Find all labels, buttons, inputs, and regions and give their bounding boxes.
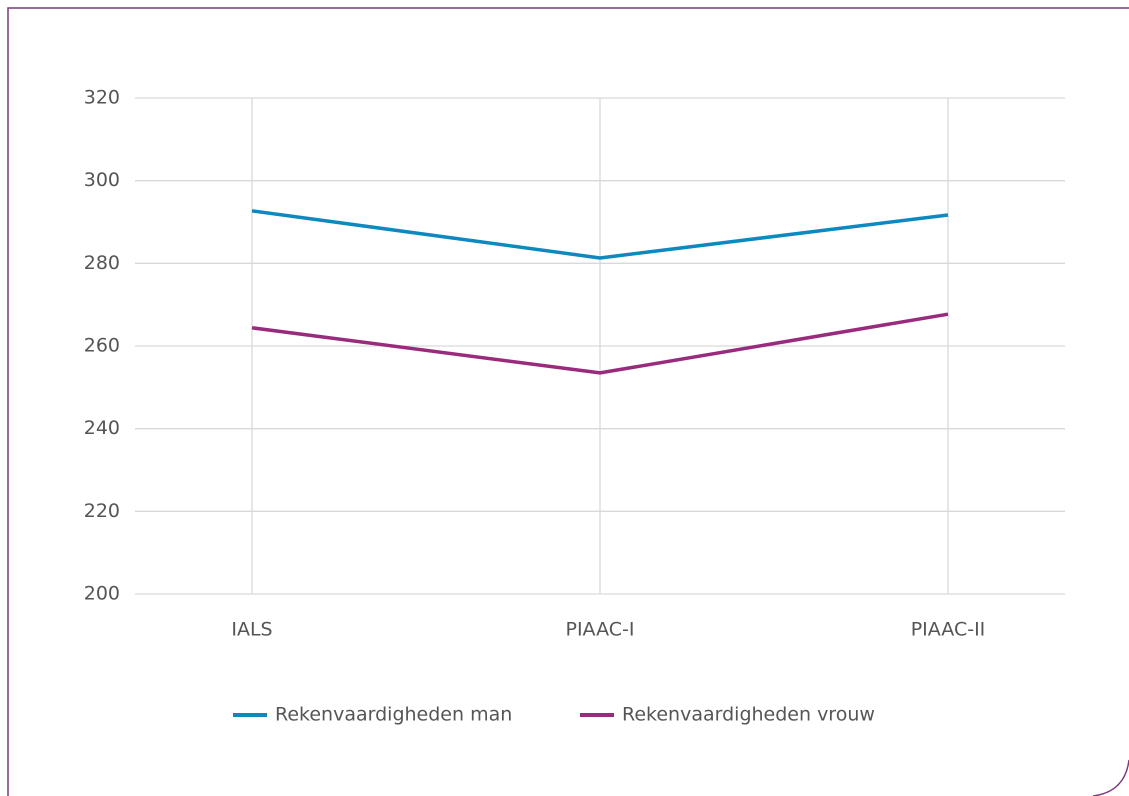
x-tick-label: IALS (231, 619, 272, 641)
y-tick-label: 300 (84, 169, 120, 191)
y-tick-label: 220 (84, 500, 120, 522)
x-tick-label: PIAAC-I (566, 619, 635, 641)
legend-label: Rekenvaardigheden man (275, 704, 512, 726)
legend-label: Rekenvaardigheden vrouw (622, 704, 875, 726)
series-line (251, 209, 949, 260)
y-tick-label: 260 (84, 335, 120, 357)
y-tick-label: 240 (84, 417, 120, 439)
y-tick-label: 320 (84, 87, 120, 109)
series-line (251, 312, 949, 375)
y-tick-label: 280 (84, 252, 120, 274)
y-tick-label: 200 (84, 583, 120, 605)
frame (7, 7, 1129, 796)
x-tick-label: PIAAC-II (911, 619, 986, 641)
